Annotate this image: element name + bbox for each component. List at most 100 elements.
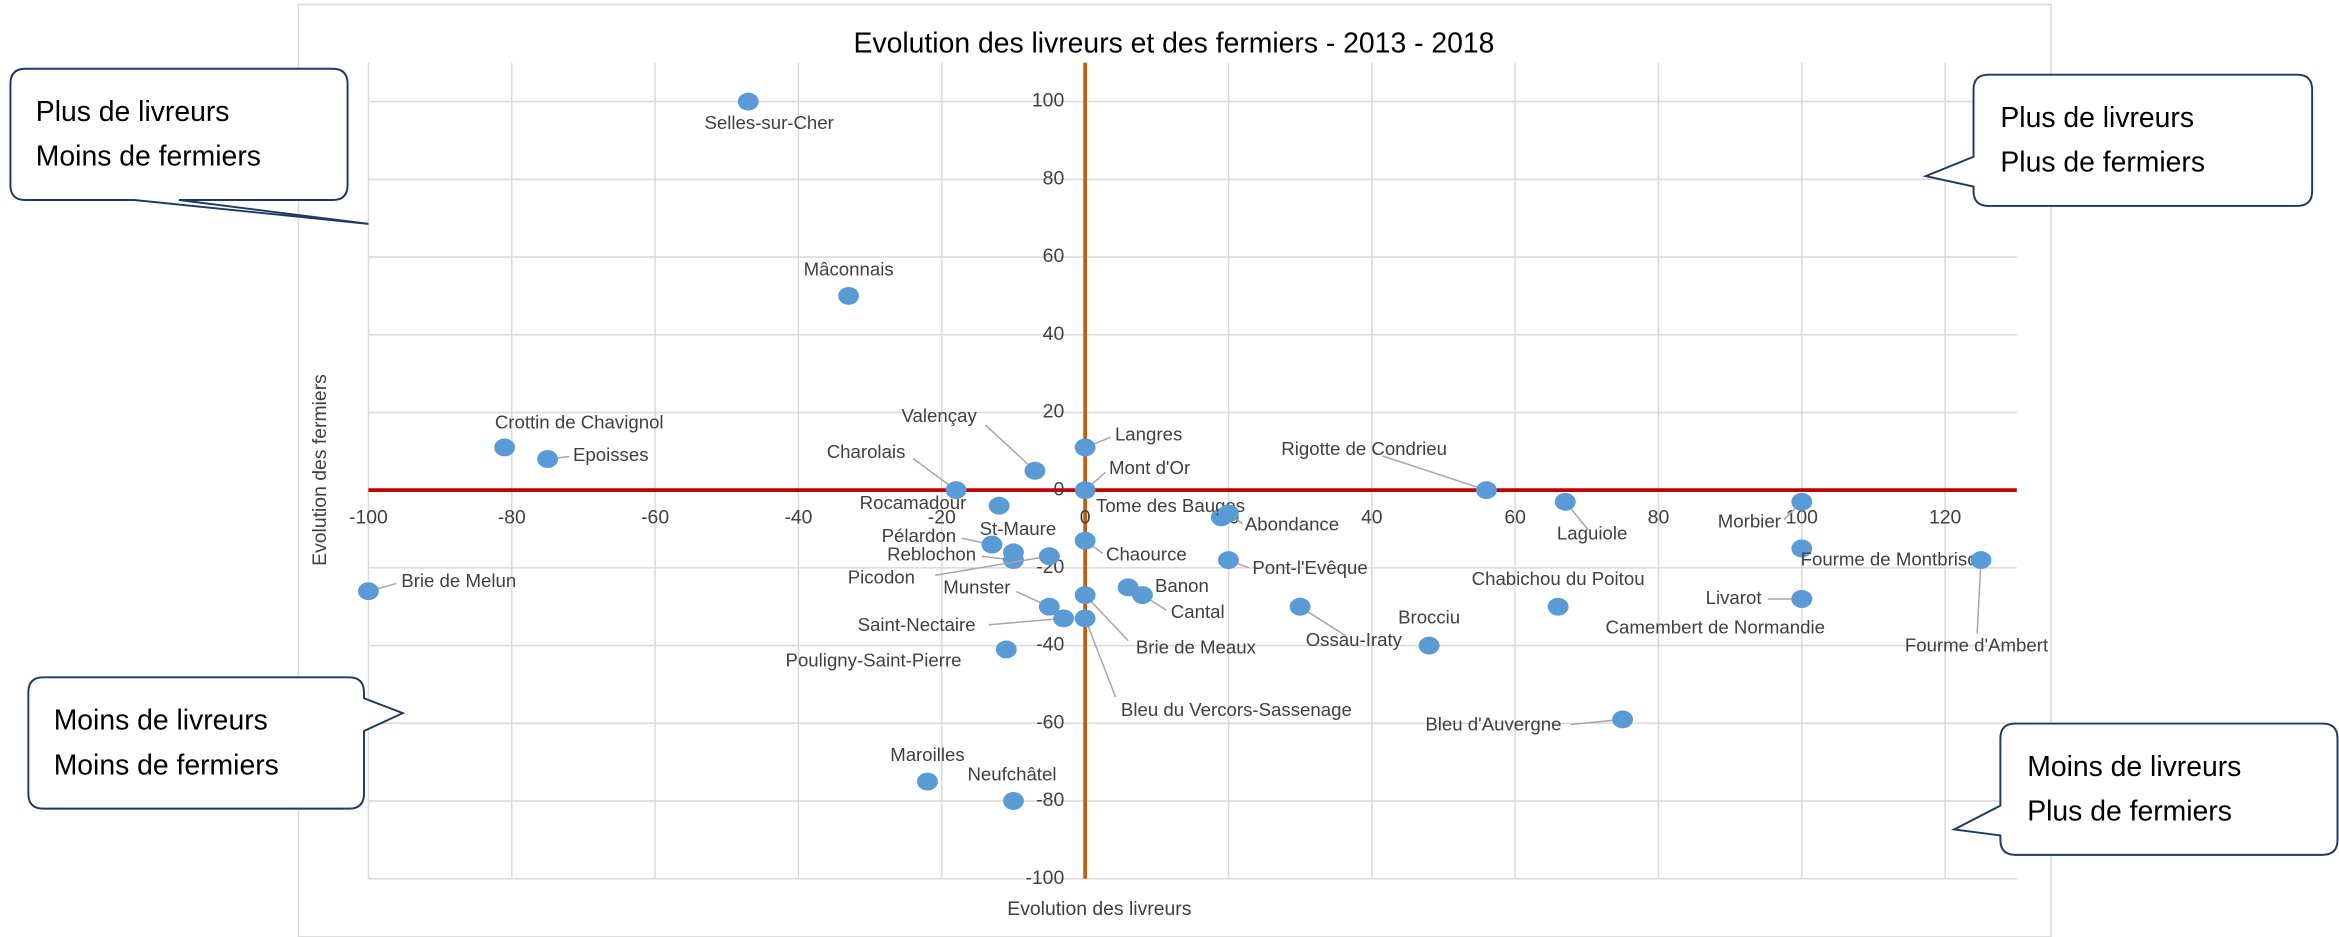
leader-line	[1382, 455, 1487, 491]
point	[494, 438, 516, 457]
y-tick-label: 0	[1053, 478, 1064, 500]
x-tick-label: -80	[498, 507, 526, 529]
y-tick-label: -60	[1036, 711, 1064, 733]
callout: Plus de livreurs Plus de fermiers	[1922, 73, 2314, 207]
leader-line	[988, 617, 1064, 626]
x-tick-label: 120	[1929, 507, 1962, 529]
callout-text: Plus de livreurs	[2000, 102, 2194, 134]
callout-text: Moins de fermiers	[54, 749, 279, 781]
point-label: Chaource	[1106, 544, 1187, 565]
point-label: Pouligny-Saint-Pierre	[786, 649, 962, 670]
point	[981, 535, 1003, 554]
point-label: Crottin de Chavignol	[495, 411, 664, 432]
point-label: Camembert de Normandie	[1606, 617, 1825, 638]
point-label: Picodon	[848, 567, 915, 588]
point	[1612, 710, 1634, 729]
point	[838, 286, 860, 305]
callout: Moins de livreurs Plus de fermiers	[1950, 722, 2339, 856]
point	[1476, 481, 1497, 500]
point-label: Mâconnais	[804, 258, 894, 279]
point-label: Rigotte de Condrieu	[1281, 438, 1447, 459]
chart-frame	[297, 3, 2052, 937]
point-label: Brie de Meaux	[1136, 637, 1257, 658]
point	[995, 640, 1017, 659]
y-tick-label: 60	[1043, 245, 1065, 267]
point-label: Brocciu	[1398, 607, 1460, 628]
callout-box	[1950, 722, 2339, 856]
y-tick-label: -100	[1025, 867, 1064, 889]
point-label: St-Maure	[980, 518, 1057, 539]
point-label: Cantal	[1171, 601, 1225, 622]
chart-title: Evolution des livreurs et des fermiers -…	[854, 27, 1495, 59]
y-tick-label: -80	[1036, 789, 1064, 811]
point	[1218, 551, 1239, 570]
point	[988, 496, 1010, 515]
point-label: Saint-Nectaire	[858, 614, 976, 635]
point-label: Chabichou du Poitou	[1472, 568, 1645, 589]
leader-line	[1976, 560, 1982, 634]
point	[1074, 438, 1096, 457]
point-label: Mont d'Or	[1109, 457, 1190, 478]
x-tick-label: 100	[1786, 507, 1819, 529]
point-label: Fourme d'Ambert	[1905, 635, 2049, 656]
callout: Moins de livreurs Moins de fermiers	[27, 676, 406, 810]
point-label: Pélardon	[882, 525, 957, 546]
callout-text: Plus de fermiers	[2027, 796, 2232, 828]
y-tick-label: 40	[1043, 323, 1065, 345]
point-label: Bleu du Vercors-Sassenage	[1121, 699, 1352, 720]
x-tick-label: 80	[1648, 507, 1670, 529]
point	[1218, 504, 1239, 523]
point-label: Neufchâtel	[967, 764, 1056, 785]
point-label: Banon	[1155, 575, 1209, 596]
x-tick-label: 40	[1361, 507, 1383, 529]
point-label: Morbier	[1718, 511, 1781, 532]
point	[1289, 597, 1311, 616]
y-tick-label: -40	[1036, 634, 1064, 656]
point-label: Brie de Melun	[401, 570, 516, 591]
point	[945, 481, 967, 500]
x-axis-label: Evolution des livreurs	[1007, 898, 1191, 920]
callout-box	[27, 676, 406, 810]
point-label: Epoisses	[573, 444, 649, 465]
point	[1038, 547, 1060, 566]
callout: Plus de livreurs Moins de fermiers	[9, 67, 369, 225]
callout-text: Plus de fermiers	[2000, 147, 2205, 179]
leader-line	[1084, 594, 1129, 642]
leader-line	[935, 555, 1050, 576]
point-label: Charolais	[827, 441, 906, 462]
leader-line	[984, 424, 1036, 472]
point	[1003, 792, 1024, 810]
leader-line	[1084, 618, 1117, 698]
point-label: Abondance	[1245, 513, 1339, 534]
point-label: Livarot	[1706, 587, 1763, 608]
x-tick-label: 0	[1080, 507, 1091, 529]
point-label: Rocamadour	[860, 492, 967, 513]
x-tick-label: 60	[1504, 507, 1526, 529]
point	[1554, 492, 1576, 511]
point-label: Laguiole	[1557, 523, 1627, 544]
callout-box	[1922, 73, 2314, 207]
point-label: Fourme de Montbrison	[1801, 548, 1988, 569]
point-label: Langres	[1115, 423, 1182, 444]
x-tick-label: -100	[349, 507, 388, 529]
callout-box	[9, 67, 369, 225]
point	[1791, 539, 1813, 558]
point	[1074, 586, 1096, 605]
point-label: Bleu d'Auvergne	[1425, 713, 1561, 734]
callout-text: Plus de livreurs	[36, 96, 230, 128]
y-axis-label: Evolution des fermiers	[309, 374, 331, 566]
point	[1074, 531, 1096, 550]
callout-text: Moins de fermiers	[36, 141, 261, 173]
point	[1074, 481, 1096, 500]
point	[917, 772, 938, 791]
point	[358, 582, 379, 601]
x-tick-label: -20	[928, 507, 956, 529]
y-tick-label: 20	[1043, 401, 1065, 423]
callout-text: Moins de livreurs	[2027, 751, 2241, 783]
point	[737, 92, 759, 111]
point	[537, 450, 559, 469]
x-tick-label: -60	[641, 507, 669, 529]
point	[1791, 492, 1813, 511]
point-label: Reblochon	[887, 544, 976, 565]
point	[1791, 590, 1813, 608]
